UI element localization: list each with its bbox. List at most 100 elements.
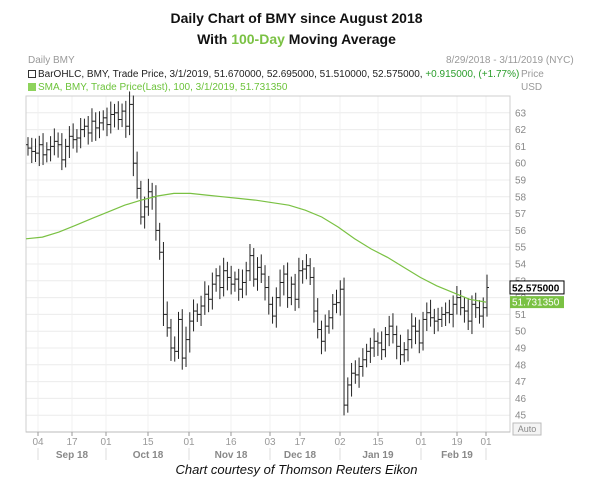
x-month-label: Sep 18 xyxy=(56,450,89,461)
ohlc-bar xyxy=(383,327,388,358)
ohlc-bar xyxy=(214,268,219,292)
ohlc-bar xyxy=(123,100,128,138)
ohlc-bar xyxy=(108,101,113,134)
sma-line xyxy=(25,192,487,303)
sma-series xyxy=(25,192,487,303)
ohlc-bar xyxy=(105,107,110,137)
auto-scale-button[interactable] xyxy=(512,422,542,436)
ohlc-bar xyxy=(263,265,268,301)
ohlc-bar xyxy=(71,123,76,149)
ohlc-bar xyxy=(342,277,347,416)
ohlc-bar xyxy=(281,265,286,296)
price-axis-label: Price xyxy=(521,69,544,80)
ohlc-bar xyxy=(229,265,234,295)
ohlc-bar xyxy=(56,132,61,158)
ohlc-bar xyxy=(116,101,121,130)
ohlc-bar xyxy=(289,276,294,306)
y-tick-label: 45 xyxy=(515,411,527,422)
ohlc-bar xyxy=(481,297,486,328)
ohlc-bar xyxy=(462,297,467,323)
sma-value-tag xyxy=(510,296,564,309)
y-tick-label: 50 xyxy=(515,327,527,338)
x-day-label: 19 xyxy=(451,437,463,448)
ohlc-bar xyxy=(296,257,301,309)
y-tick-label: 54 xyxy=(515,260,527,271)
ohlc-bar xyxy=(315,298,320,339)
ohlc-bar xyxy=(357,357,362,388)
ohlc-bar xyxy=(345,377,350,413)
x-day-label: 17 xyxy=(294,437,306,448)
ohlc-bar xyxy=(436,307,441,332)
ohlc-bar xyxy=(293,273,298,311)
ohlc-bar xyxy=(153,185,158,241)
ohlc-bar xyxy=(210,272,215,310)
legend-ohlc: BarOHLC, BMY, Trade Price, 3/1/2019, 51.… xyxy=(28,69,519,80)
ohlc-bar xyxy=(232,271,237,292)
ohlc-bar xyxy=(334,289,339,314)
ohlc-bar xyxy=(82,118,87,138)
ohlc-bar xyxy=(447,299,452,324)
ohlc-bar xyxy=(274,287,279,328)
ohlc-bar xyxy=(89,108,94,142)
ohlc-bar xyxy=(86,115,91,145)
ohlc-bar xyxy=(48,136,53,162)
ohlc-bar xyxy=(184,326,189,367)
y-tick-label: 49 xyxy=(515,344,527,355)
ohlc-bar xyxy=(368,337,373,363)
ohlc-bar xyxy=(270,296,275,324)
ohlc-bar xyxy=(247,244,252,281)
ohlc-bar xyxy=(473,292,478,318)
ohlc-bar xyxy=(191,299,196,332)
ohlc-bar xyxy=(308,258,313,285)
chart-subtitle: With 100-Day Moving Average xyxy=(0,31,593,47)
ohlc-bar xyxy=(394,325,399,360)
x-day-label: 02 xyxy=(334,437,346,448)
ohlc-bar xyxy=(44,142,49,163)
ohlc-bars xyxy=(26,91,489,416)
ohlc-bar xyxy=(387,315,392,347)
ohlc-bar xyxy=(26,137,30,156)
last-price-tag xyxy=(509,280,565,295)
ohlc-bar xyxy=(63,138,68,168)
ohlc-bar xyxy=(161,241,166,326)
date-range-label: 8/29/2018 - 3/11/2019 (NYC) xyxy=(446,55,574,66)
x-axis: 04 17 01 15 01 16 03 17 02 15 01 19 01 Sep 18 Oct 18 No… xyxy=(26,431,510,461)
ohlc-bar xyxy=(138,180,143,225)
ohlc-bar xyxy=(41,133,46,166)
ohlc-bar xyxy=(78,118,83,149)
ohlc-bar xyxy=(101,110,106,131)
ohlc-bar xyxy=(439,306,444,327)
y-tick-label: 48 xyxy=(515,360,527,371)
x-day-label: 04 xyxy=(32,437,44,448)
ohlc-bar xyxy=(97,111,102,139)
subtitle-prefix: With xyxy=(197,31,232,47)
currency-label: USD xyxy=(521,82,543,93)
ohlc-bar xyxy=(409,313,414,349)
ohlc-bar xyxy=(458,290,463,316)
ohlc-bar xyxy=(150,182,155,210)
ohlc-bar xyxy=(236,268,241,301)
ohlc-bar xyxy=(330,294,335,330)
ohlc-bar xyxy=(326,310,331,334)
ohlc-bar xyxy=(142,196,147,229)
y-axis: 45464748495051525354555657585960616263Au… xyxy=(512,108,542,436)
x-day-label: 01 xyxy=(100,437,112,448)
y-tick-label: 56 xyxy=(515,226,527,237)
ohlc-bar xyxy=(165,301,170,337)
ohlc-bar xyxy=(413,317,418,345)
x-month-label: Nov 18 xyxy=(215,450,248,461)
last-price-label: 52.575000 xyxy=(512,283,560,294)
ohlc-bar xyxy=(285,262,290,308)
legend-sma-text: SMA, BMY, Trade Price(Last), 100, 3/1/20… xyxy=(38,82,288,93)
ohlc-bar xyxy=(390,313,395,344)
ohlc-bar xyxy=(59,133,64,171)
ohlc-bar xyxy=(255,257,260,291)
price-tags: 52.575000 51.731350 xyxy=(509,280,565,309)
x-day-label: 15 xyxy=(142,437,154,448)
sma-value-label: 51.731350 xyxy=(512,298,560,309)
y-tick-label: 62 xyxy=(515,125,527,136)
y-tick-label: 61 xyxy=(515,142,527,153)
ohlc-bar xyxy=(375,332,380,356)
auto-scale-label: Auto xyxy=(518,424,537,434)
ohlc-bar xyxy=(37,135,42,167)
